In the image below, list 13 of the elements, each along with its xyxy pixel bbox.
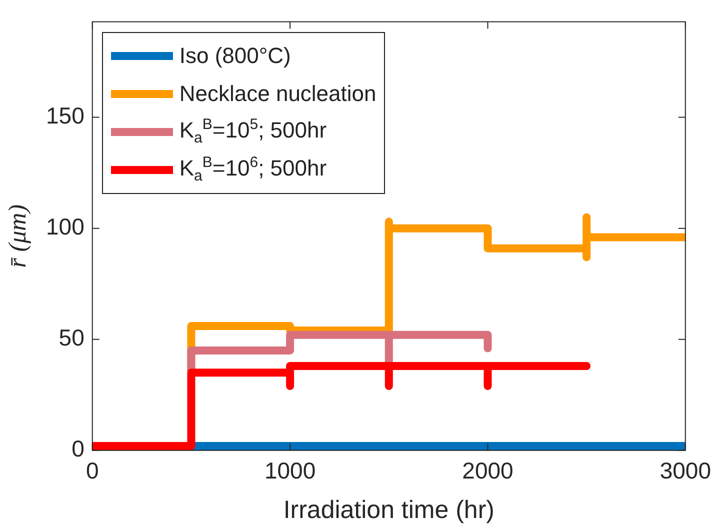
legend-label: Iso (800°C) bbox=[179, 42, 291, 69]
y-axis-title: r̄ (μm) bbox=[4, 204, 32, 268]
legend-label: K$_{a}$$^{B}$=10$^{6}$; 500hr bbox=[179, 154, 327, 186]
y-tick-label: 50 bbox=[58, 324, 84, 351]
x-tick-label: 2000 bbox=[462, 458, 514, 484]
y-tick-label: 100 bbox=[46, 214, 84, 240]
x-tick-label: 1000 bbox=[264, 458, 316, 484]
legend-label: Necklace nucleation bbox=[179, 80, 376, 107]
legend-label: K$_{a}$$^{B}$=10$^{5}$; 500hr bbox=[179, 116, 327, 148]
x-tick-label: 3000 bbox=[660, 458, 712, 484]
y-tick-label: 150 bbox=[46, 102, 84, 129]
y-tick-label: 0 bbox=[72, 436, 84, 462]
x-axis-title: Irradiation time (hr) bbox=[283, 496, 494, 524]
